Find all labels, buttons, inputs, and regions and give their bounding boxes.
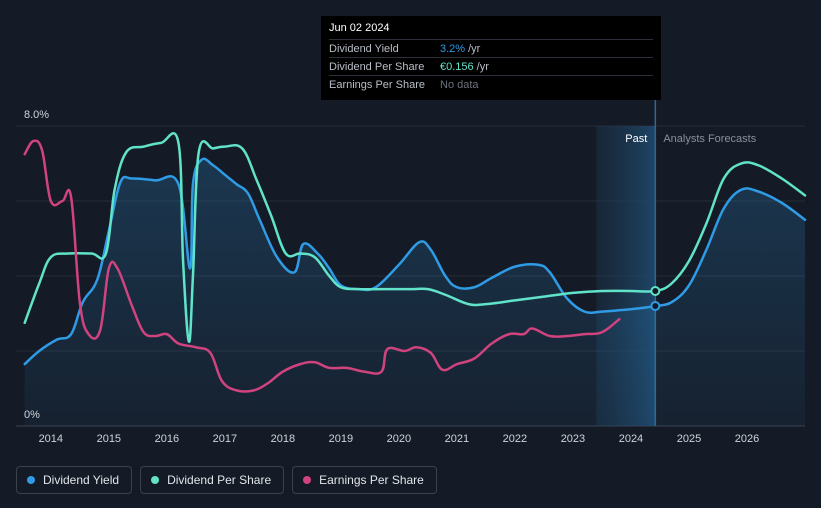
legend-item-earnings-per-share[interactable]: Earnings Per Share	[292, 466, 437, 494]
tooltip-unit: /yr	[476, 60, 489, 73]
legend-label: Dividend Yield	[43, 473, 120, 487]
tooltip-value: No data	[440, 78, 479, 91]
x-tick-label: 2017	[213, 433, 237, 445]
legend-dot-icon	[303, 476, 312, 484]
earnings-per-share-line	[23, 139, 621, 393]
dividend-yield-area	[24, 158, 805, 426]
tooltip-row-earnings-per-share: Earnings Per Share No data	[329, 75, 653, 93]
legend-dot-icon	[27, 476, 35, 484]
marker-layer	[650, 286, 661, 311]
x-tick-label: 2023	[561, 433, 585, 445]
x-tick-label: 2026	[735, 433, 759, 445]
tooltip-label: Dividend Yield	[329, 42, 399, 55]
legend-label: Dividend Per Share	[167, 473, 272, 487]
tooltip-value: 3.2%	[440, 42, 466, 55]
dividend-per-share-marker	[650, 286, 661, 296]
tooltip-row-dividend-yield: Dividend Yield 3.2% /yr	[329, 39, 653, 57]
axis-labels: 8.0% 0% 2014 2015 2016 2017 2018 2019 2020 2021 20…	[24, 109, 759, 445]
y-tick-label: 0%	[24, 409, 40, 421]
tooltip-label: Dividend Per Share	[329, 60, 425, 73]
x-tick-label: 2016	[155, 433, 179, 445]
x-tick-label: 2021	[445, 433, 469, 445]
x-tick-label: 2024	[619, 433, 643, 445]
tooltip-unit: /yr	[468, 42, 481, 55]
legend-item-dividend-per-share[interactable]: Dividend Per Share	[140, 466, 285, 494]
dividend-per-share-line	[23, 132, 807, 343]
dividend-yield-marker	[650, 301, 661, 311]
x-tick-label: 2020	[387, 433, 411, 445]
x-tick-label: 2014	[39, 433, 63, 445]
tooltip-label: Earnings Per Share	[329, 78, 425, 91]
tooltip-value: €0.156	[440, 60, 474, 73]
x-tick-label: 2019	[329, 433, 353, 445]
forecast-label: Analysts Forecasts	[663, 133, 756, 145]
tooltip: Jun 02 2024 Dividend Yield 3.2% /yr Divi…	[321, 16, 661, 100]
series-layer	[23, 132, 807, 426]
legend-item-dividend-yield[interactable]: Dividend Yield	[16, 466, 133, 494]
x-tick-label: 2022	[503, 433, 527, 445]
y-tick-label: 8.0%	[24, 109, 49, 121]
past-label: Past	[625, 133, 647, 145]
tooltip-row-dividend-per-share: Dividend Per Share €0.156 /yr	[329, 57, 653, 75]
x-tick-label: 2015	[97, 433, 121, 445]
tooltip-date: Jun 02 2024	[329, 22, 390, 34]
legend-label: Earnings Per Share	[319, 473, 424, 487]
legend-dot-icon	[151, 476, 160, 484]
x-tick-label: 2018	[271, 433, 295, 445]
x-tick-label: 2025	[677, 433, 701, 445]
legend: Dividend Yield Dividend Per Share Earnin…	[16, 466, 437, 494]
